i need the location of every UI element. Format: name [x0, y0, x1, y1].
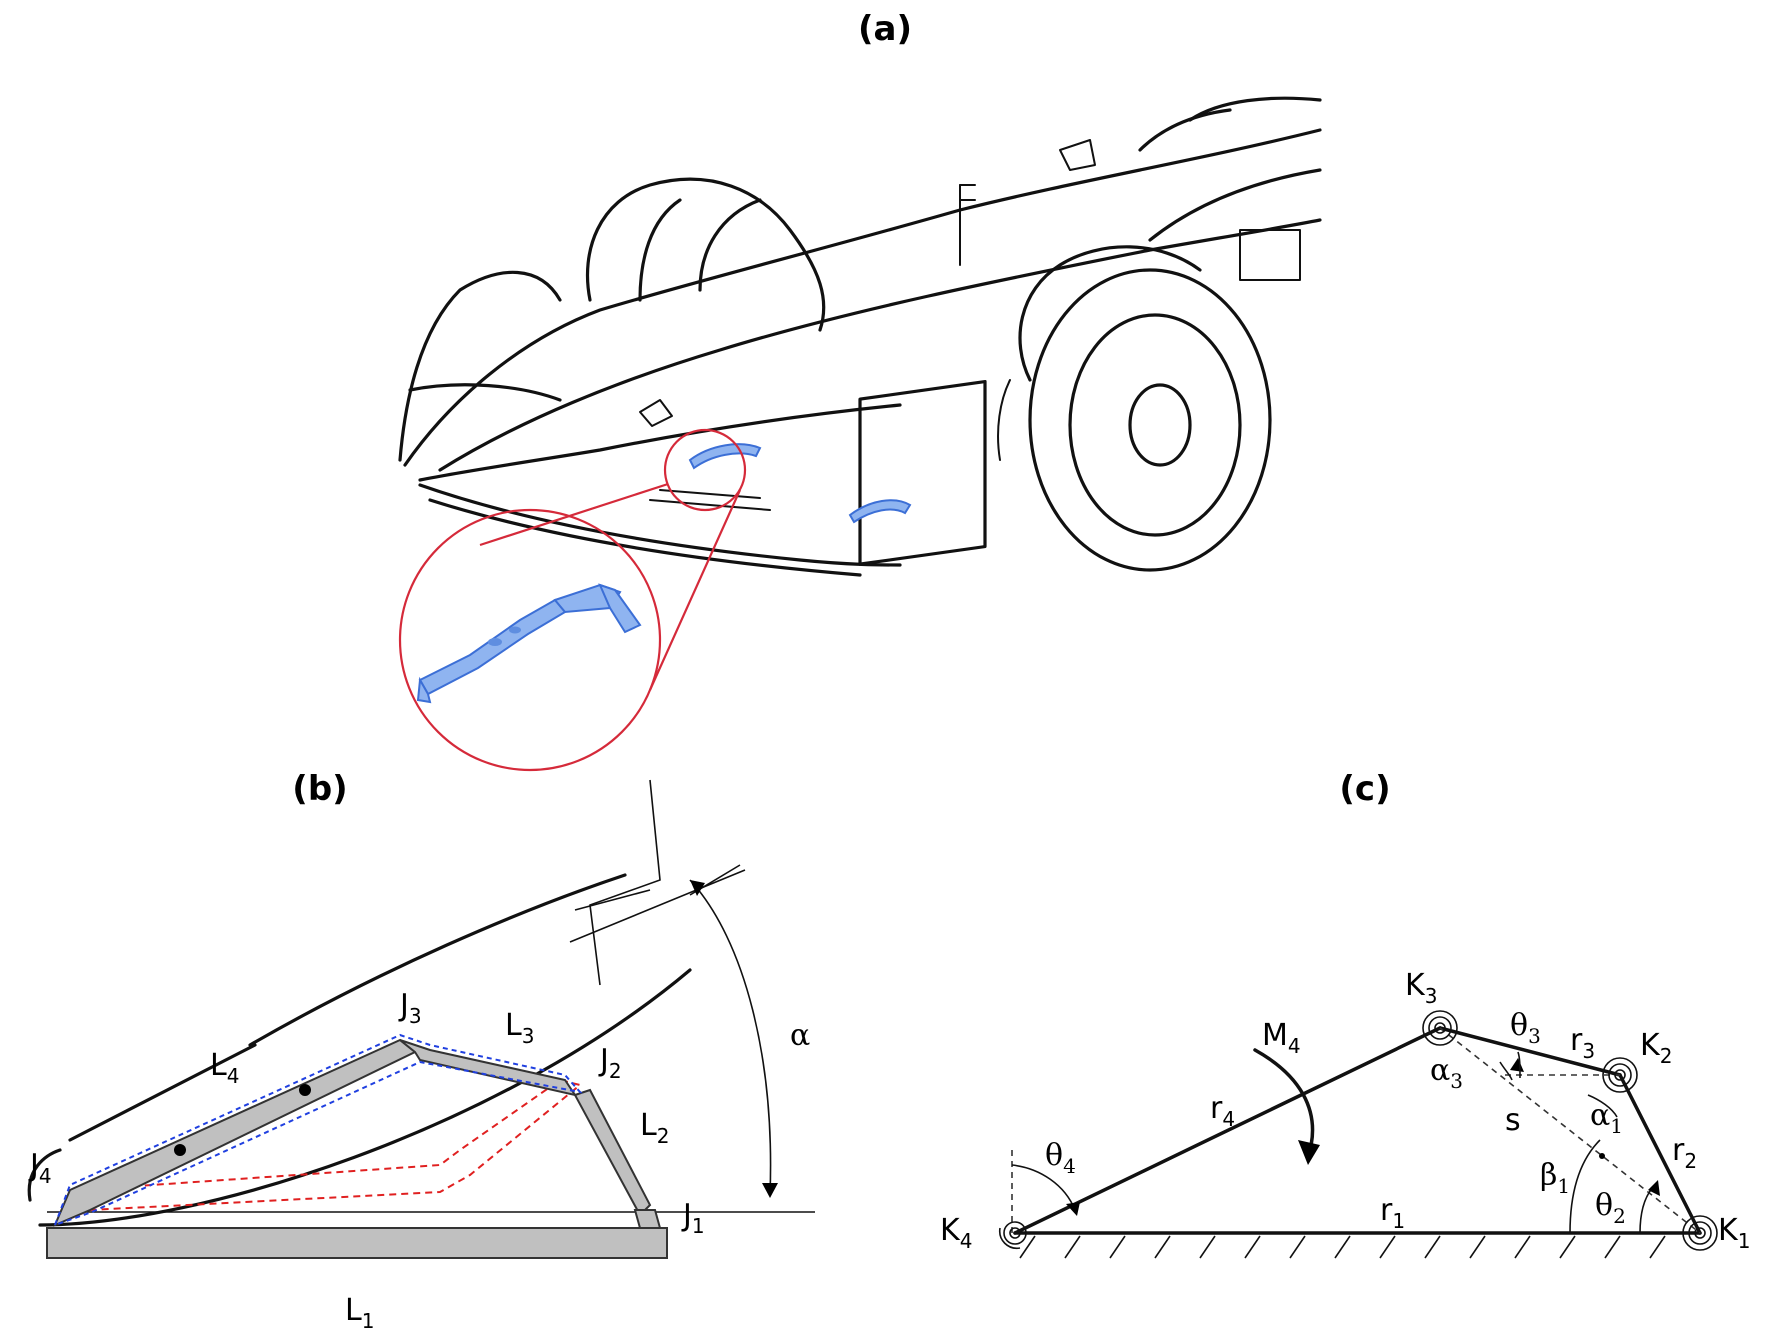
panel-b-label: (b) [292, 769, 347, 809]
svg-text:L1: L1 [345, 1293, 374, 1331]
label-J2: J2 [598, 1043, 622, 1083]
label-r4: r4 [1210, 1091, 1235, 1131]
svg-text:L4: L4 [210, 1048, 239, 1088]
label-alpha1: α1 [1590, 1098, 1623, 1138]
label-J4: J4 [28, 1148, 52, 1188]
zoomed-bracket-part [416, 583, 642, 704]
joint-K4 [998, 1221, 1027, 1250]
link-r3 [1438, 1026, 1622, 1077]
panel-b: (b) L4 J3 L3 J2 L [27, 769, 815, 1331]
svg-text:J2: J2 [598, 1043, 622, 1083]
svg-text:J1: J1 [681, 1198, 705, 1238]
svg-text:r2: r2 [1672, 1133, 1697, 1173]
svg-text:L3: L3 [505, 1008, 534, 1048]
zoom-detail-circle [398, 508, 662, 772]
label-L1: L1 [345, 1293, 374, 1331]
label-r3: r3 [1570, 1023, 1595, 1063]
label-J1: J1 [681, 1198, 705, 1238]
label-J3: J3 [398, 988, 422, 1028]
svg-text:β1: β1 [1540, 1158, 1570, 1198]
moment-arrow-M4 [1253, 1048, 1315, 1152]
panel-c: (c) [940, 769, 1750, 1259]
label-beta1: β1 [1540, 1158, 1570, 1198]
ground-hatching [1019, 1235, 1666, 1259]
svg-text:θ4: θ4 [1045, 1138, 1076, 1178]
svg-text:r1: r1 [1380, 1193, 1405, 1233]
svg-text:r4: r4 [1210, 1091, 1235, 1131]
svg-text:K1: K1 [1718, 1213, 1750, 1253]
svg-text:M4: M4 [1262, 1018, 1301, 1058]
label-theta2: θ2 [1595, 1188, 1626, 1228]
alpha-arc [689, 879, 772, 1196]
label-theta4: θ4 [1045, 1138, 1076, 1178]
race-car-drawing [398, 96, 1322, 577]
joint-K2 [1602, 1057, 1638, 1093]
zoom-source-circle [663, 428, 747, 512]
label-L4: L4 [210, 1048, 239, 1088]
deformed-linkage [52, 1078, 583, 1228]
svg-text:θ2: θ2 [1595, 1188, 1626, 1228]
label-r1: r1 [1380, 1193, 1405, 1233]
link-r2 [1618, 1073, 1702, 1235]
diagonal-s [1439, 1027, 1701, 1234]
label-K1: K1 [1718, 1213, 1750, 1253]
panel-a-label: (a) [858, 9, 912, 49]
svg-text:K3: K3 [1405, 968, 1437, 1008]
curve-left-hook [27, 1148, 62, 1202]
undeformed-outline [53, 1033, 583, 1227]
panel-a: (a) [398, 9, 1322, 772]
label-K3: K3 [1405, 968, 1437, 1008]
svg-text:K2: K2 [1640, 1028, 1672, 1068]
label-K4: K4 [940, 1213, 972, 1253]
label-K2: K2 [1640, 1028, 1672, 1068]
joint-dot-1 [174, 1144, 186, 1156]
label-L2: L2 [640, 1108, 669, 1148]
label-r2: r2 [1672, 1133, 1697, 1173]
base-plate-L1 [46, 1227, 668, 1259]
svg-text:α1: α1 [1590, 1098, 1623, 1138]
lower-wing-curve [38, 968, 692, 1227]
svg-text:θ3: θ3 [1510, 1008, 1541, 1048]
link-L2 [573, 1088, 652, 1217]
joint-K1 [1682, 1215, 1718, 1251]
highlighted-part-right [848, 499, 912, 524]
label-M4: M4 [1262, 1018, 1301, 1058]
svg-text:L2: L2 [640, 1108, 669, 1148]
label-L3: L3 [505, 1008, 534, 1048]
label-alpha: α [790, 1018, 810, 1053]
svg-text:J4: J4 [28, 1148, 52, 1188]
joint-K3 [1422, 1010, 1458, 1046]
upper-wing-line [248, 873, 627, 1047]
link-r4 [1013, 1026, 1442, 1235]
panel-c-label: (c) [1339, 769, 1390, 809]
joint-dot-2 [299, 1084, 311, 1096]
label-theta3: θ3 [1510, 1008, 1541, 1048]
label-s: s [1505, 1103, 1521, 1138]
svg-text:α3: α3 [1430, 1053, 1463, 1093]
svg-text:J3: J3 [398, 988, 422, 1028]
svg-text:K4: K4 [940, 1213, 972, 1253]
label-alpha3: α3 [1430, 1053, 1463, 1093]
svg-text:r3: r3 [1570, 1023, 1595, 1063]
highlighted-part-on-car [688, 443, 762, 470]
